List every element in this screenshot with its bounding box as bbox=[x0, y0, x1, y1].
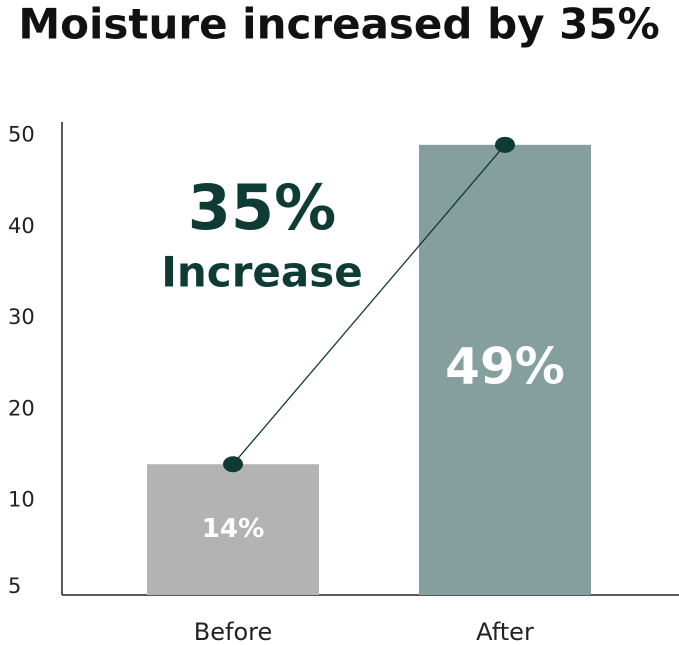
y-tick-label: 50 bbox=[8, 123, 35, 147]
value-label: 49% bbox=[445, 337, 565, 395]
chart-title: Moisture increased by 35% bbox=[18, 0, 659, 49]
y-tick-label: 20 bbox=[8, 396, 35, 420]
bar bbox=[147, 464, 319, 595]
bar bbox=[419, 144, 591, 595]
annotation: 35% bbox=[188, 171, 336, 244]
trend-point bbox=[495, 136, 515, 153]
value-label: 14% bbox=[202, 514, 265, 544]
x-tick-label: After bbox=[476, 618, 534, 645]
y-tick-label: 30 bbox=[8, 305, 35, 329]
x-tick-label: Before bbox=[194, 618, 272, 645]
y-tick-label: 40 bbox=[8, 214, 35, 238]
trend-line bbox=[232, 144, 506, 465]
trend-point bbox=[223, 456, 243, 473]
y-tick-label: 10 bbox=[8, 488, 35, 512]
annotation: Increase bbox=[161, 248, 362, 297]
y-tick-label: 5 bbox=[8, 574, 21, 598]
